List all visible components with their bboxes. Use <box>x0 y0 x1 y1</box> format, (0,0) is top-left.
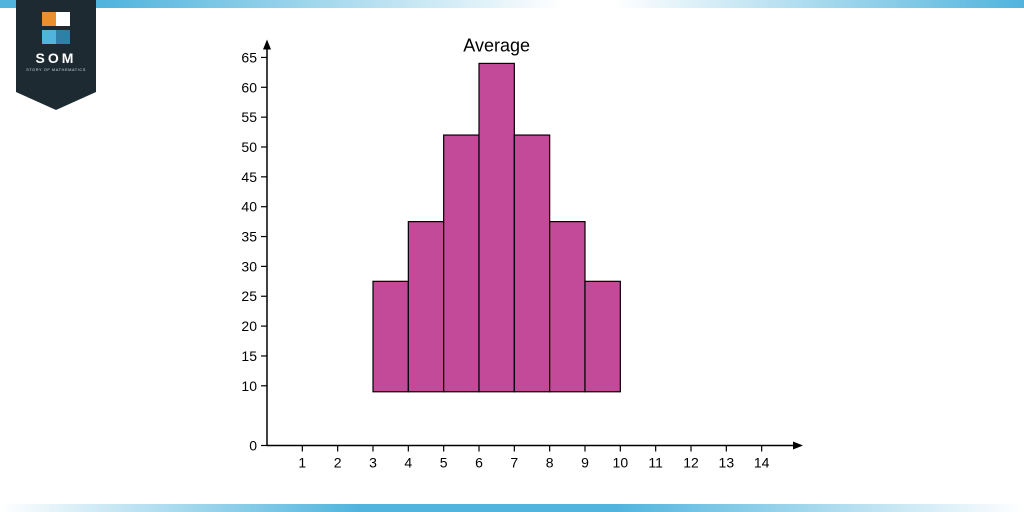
y-tick-label: 15 <box>241 348 257 364</box>
y-tick-label: 0 <box>249 438 257 454</box>
brand-name: SOM <box>16 50 96 66</box>
x-tick-label: 10 <box>613 455 629 471</box>
x-tick-label: 9 <box>581 455 589 471</box>
x-tick-label: 12 <box>683 455 699 471</box>
histogram-bar <box>550 222 585 392</box>
brand-mark-icon <box>38 10 74 46</box>
y-tick-label: 25 <box>241 288 257 304</box>
histogram-chart: 0101520253035404550556065123456789101112… <box>217 26 807 487</box>
x-tick-label: 3 <box>369 455 377 471</box>
y-tick-label: 35 <box>241 229 257 245</box>
x-tick-label: 7 <box>510 455 518 471</box>
histogram-bar <box>514 135 549 392</box>
x-tick-label: 14 <box>754 455 770 471</box>
histogram-bar <box>585 281 620 391</box>
y-tick-label: 45 <box>241 169 257 185</box>
histogram-bar <box>479 63 514 391</box>
y-tick-label: 10 <box>241 378 257 394</box>
x-tick-label: 5 <box>440 455 448 471</box>
x-tick-label: 1 <box>298 455 306 471</box>
brand-tagline: STORY OF MATHEMATICS <box>16 67 96 72</box>
chart-title: Average <box>463 36 530 56</box>
y-tick-label: 20 <box>241 318 257 334</box>
y-tick-label: 65 <box>241 49 257 65</box>
histogram-bar <box>373 281 408 391</box>
y-tick-label: 60 <box>241 79 257 95</box>
x-tick-label: 11 <box>648 455 663 471</box>
chart-svg: 0101520253035404550556065123456789101112… <box>217 26 807 482</box>
y-tick-label: 40 <box>241 199 257 215</box>
y-tick-label: 30 <box>241 258 257 274</box>
histogram-bar <box>408 222 443 392</box>
brand-logo: SOM STORY OF MATHEMATICS <box>16 0 96 92</box>
x-tick-label: 4 <box>404 455 412 471</box>
x-tick-label: 13 <box>719 455 735 471</box>
x-tick-label: 2 <box>334 455 342 471</box>
x-tick-label: 8 <box>546 455 554 471</box>
y-tick-label: 55 <box>241 109 257 125</box>
y-axis-arrow-icon <box>263 40 271 50</box>
bottom-accent-bar <box>0 504 1024 512</box>
y-tick-label: 50 <box>241 139 257 155</box>
x-tick-label: 6 <box>475 455 483 471</box>
x-axis-arrow-icon <box>793 442 803 450</box>
histogram-bar <box>444 135 479 392</box>
top-accent-bar <box>0 0 1024 8</box>
